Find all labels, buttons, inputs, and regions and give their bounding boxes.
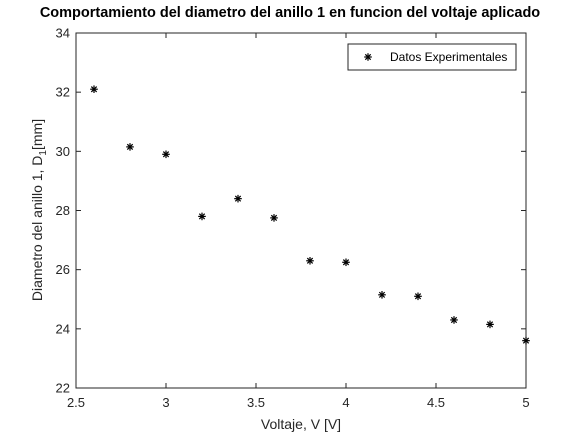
data-point bbox=[450, 316, 458, 324]
legend: Datos Experimentales bbox=[347, 43, 517, 71]
y-tick-label: 22 bbox=[56, 381, 70, 396]
plot-area bbox=[75, 32, 527, 389]
chart-title: Comportamiento del diametro del anillo 1… bbox=[40, 5, 540, 21]
data-points bbox=[90, 85, 530, 345]
data-point bbox=[90, 85, 98, 94]
data-point bbox=[306, 256, 314, 265]
legend-marker bbox=[364, 53, 372, 61]
data-point bbox=[162, 150, 170, 159]
x-tick-label: 3 bbox=[162, 395, 169, 410]
data-point bbox=[378, 291, 386, 299]
data-point bbox=[414, 292, 422, 301]
data-point bbox=[270, 214, 278, 222]
y-tick-label: 32 bbox=[56, 85, 70, 100]
x-tick-label: 2.5 bbox=[67, 395, 85, 410]
y-tick-label: 34 bbox=[56, 26, 70, 41]
x-axis-label: Voltaje, V [V] bbox=[261, 416, 341, 432]
legend-box bbox=[347, 43, 517, 71]
legend-asterisk bbox=[364, 53, 372, 61]
y-axis-label: Diametro del anillo 1, D1[mm] bbox=[29, 119, 49, 301]
data-point bbox=[342, 258, 350, 267]
x-tick-label: 4.5 bbox=[427, 395, 445, 410]
y-axis-label-main: Diametro del anillo 1, D bbox=[29, 156, 45, 302]
legend-label: Datos Experimentales bbox=[390, 50, 507, 64]
y-axis-label-unit: [mm] bbox=[29, 119, 45, 150]
x-axis: 2.5 3 3.5 4 4.5 5 bbox=[67, 33, 530, 410]
y-tick-label: 28 bbox=[56, 203, 70, 218]
data-point bbox=[126, 143, 134, 151]
y-axis-label-subscript: 1 bbox=[38, 150, 49, 156]
data-point bbox=[486, 320, 494, 329]
x-tick-label: 4 bbox=[342, 395, 349, 410]
y-tick-label: 24 bbox=[56, 321, 70, 336]
data-point bbox=[234, 194, 242, 203]
y-tick-label: 26 bbox=[56, 262, 70, 277]
data-point bbox=[522, 336, 530, 345]
x-tick-label: 5 bbox=[522, 395, 529, 410]
y-tick-label: 30 bbox=[56, 144, 70, 159]
y-axis: 22 24 26 28 30 32 34 bbox=[56, 26, 526, 396]
x-tick-label: 3.5 bbox=[247, 395, 265, 410]
data-point bbox=[198, 212, 206, 221]
